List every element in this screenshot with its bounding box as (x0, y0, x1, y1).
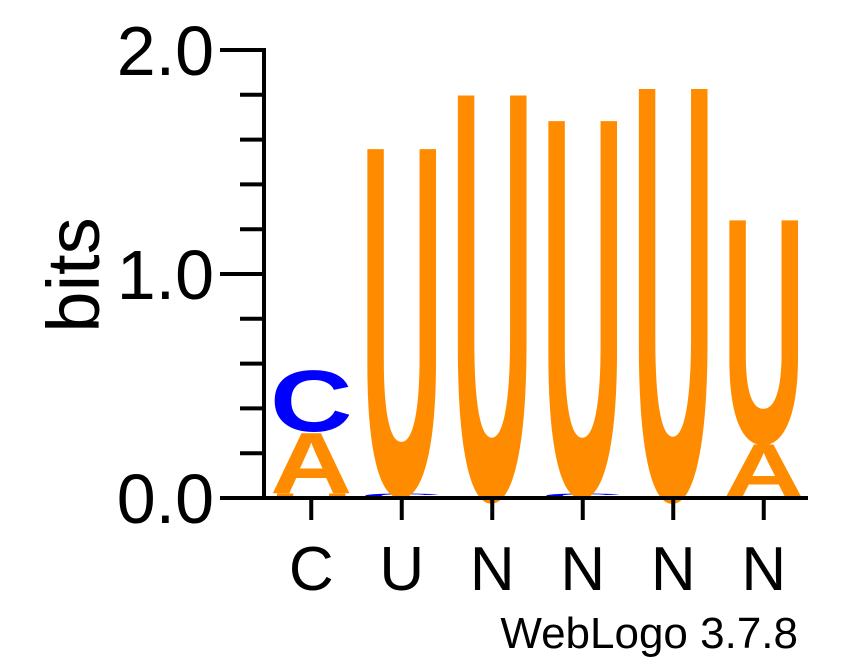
weblogo-version-label: WebLogo 3.7.8 (500, 609, 798, 658)
logo-letter-u: U (270, 492, 352, 499)
logo-letter-c: C (270, 352, 353, 450)
x-tick-label: C (289, 535, 334, 604)
x-tick-label: N (651, 535, 696, 604)
y-tick-label: 2.0 (117, 12, 214, 90)
logo-letter-u: U (723, 151, 805, 511)
x-tick-label: N (560, 535, 605, 604)
logo-letter-c: C (542, 492, 624, 499)
logo-letter-c: C (361, 492, 443, 499)
y-axis-label: bits (32, 217, 115, 332)
y-tick-label: 0.0 (117, 460, 214, 538)
x-tick-label: N (470, 535, 515, 604)
logo-letter-u: U (632, 0, 714, 624)
x-tick-label: U (379, 535, 424, 604)
y-tick-label: 1.0 (117, 236, 214, 314)
y-axis-ticks: 0.0 1.0 2.0 (117, 12, 264, 538)
x-tick-label: N (741, 535, 786, 604)
logo-letter-u: U (451, 0, 533, 623)
